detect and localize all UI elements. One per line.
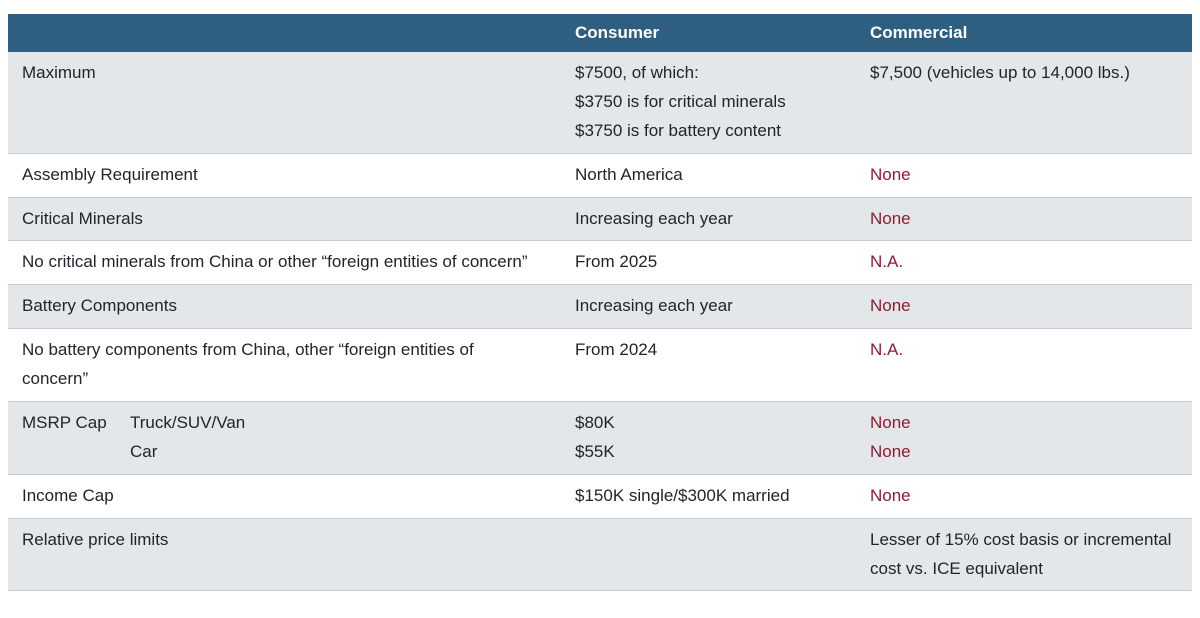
header-cell-blank <box>8 14 563 52</box>
msrp-cap-label: MSRP Cap <box>22 413 107 433</box>
table-row-msrp-cap: MSRP Cap Truck/SUV/Van Car $80K $55K Non… <box>8 401 1192 475</box>
table-row-income-cap: Income Cap $150K single/$300K married No… <box>8 473 1192 519</box>
table-row-no-battery-components-china: No battery components from China, other … <box>8 328 1192 402</box>
cell-consumer: From 2024 <box>563 328 858 402</box>
cell-consumer <box>563 517 858 592</box>
row-label: No battery components from China, other … <box>8 328 563 402</box>
header-row: Consumer Commercial <box>8 14 1192 52</box>
cell-consumer: Increasing each year <box>563 196 858 241</box>
comparison-table: Consumer Commercial Maximum $7500, of wh… <box>8 14 1192 592</box>
header-cell-consumer: Consumer <box>563 14 858 52</box>
table-header: Consumer Commercial <box>8 14 1192 52</box>
cell-commercial: None None <box>858 401 1192 475</box>
row-label: Maximum <box>22 63 96 82</box>
cell-commercial: N.A. <box>858 328 1192 402</box>
cell-commercial: None <box>858 152 1192 198</box>
row-label: Income Cap <box>8 473 563 519</box>
table-body: Maximum $7500, of which: $3750 is for cr… <box>8 52 1192 592</box>
row-label: Assembly Requirement <box>8 152 563 198</box>
table-row-maximum: Maximum $7500, of which: $3750 is for cr… <box>8 52 1192 154</box>
row-label: No critical minerals from China or other… <box>8 240 563 285</box>
cell-commercial: None <box>858 473 1192 519</box>
cell-consumer: $150K single/$300K married <box>563 473 858 519</box>
cell-consumer: From 2025 <box>563 240 858 285</box>
table-row-assembly-requirement: Assembly Requirement North America None <box>8 152 1192 198</box>
row-label: Critical Minerals <box>8 196 563 241</box>
table-row-no-critical-minerals-china: No critical minerals from China or other… <box>8 240 1192 285</box>
table-row-relative-price-limits: Relative price limits Lesser of 15% cost… <box>8 517 1192 592</box>
cell-commercial: $7,500 (vehicles up to 14,000 lbs.) <box>870 63 1130 82</box>
cell-commercial: N.A. <box>858 240 1192 285</box>
cell-commercial: None <box>858 196 1192 241</box>
cell-commercial: Lesser of 15% cost basis or incremental … <box>858 517 1192 592</box>
row-label: MSRP Cap Truck/SUV/Van Car <box>8 401 563 475</box>
cell-commercial: None <box>858 284 1192 329</box>
cell-consumer: Increasing each year <box>563 284 858 329</box>
cell-consumer: $80K $55K <box>563 401 858 475</box>
cell-consumer: $7500, of which: $3750 is for critical m… <box>575 63 786 140</box>
msrp-cap-sublabel: Truck/SUV/Van Car <box>130 413 246 461</box>
table-row-battery-components: Battery Components Increasing each year … <box>8 284 1192 329</box>
table-row-critical-minerals: Critical Minerals Increasing each year N… <box>8 196 1192 241</box>
cell-consumer: North America <box>563 152 858 198</box>
row-label: Relative price limits <box>8 517 563 592</box>
header-cell-commercial: Commercial <box>858 14 1192 52</box>
row-label: Battery Components <box>8 284 563 329</box>
